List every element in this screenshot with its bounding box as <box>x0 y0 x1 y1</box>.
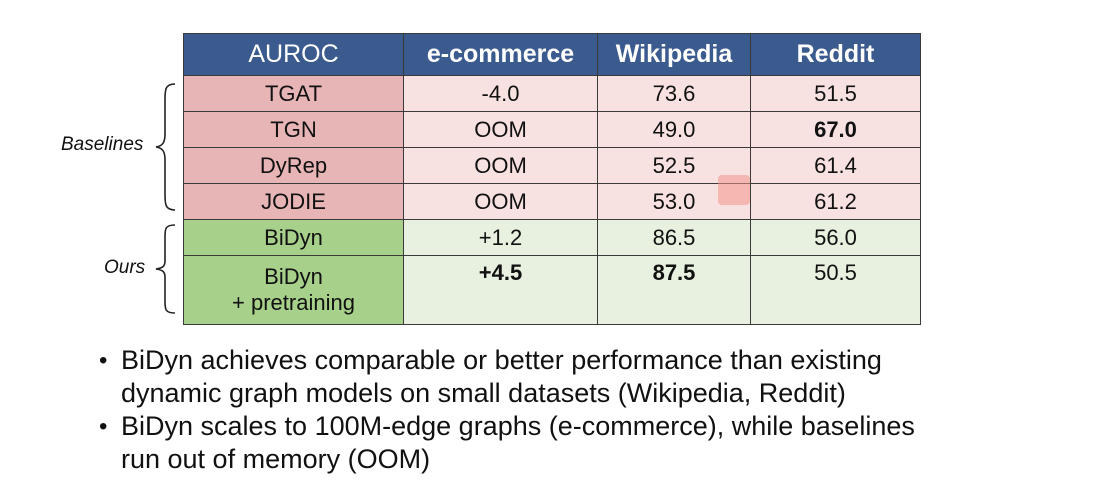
model-name: TGAT <box>183 75 404 112</box>
table-header-row: AUROC e-commerce Wikipedia Reddit <box>183 33 921 76</box>
bullet-line: BiDyn scales to 100M-edge graphs (e-comm… <box>121 411 915 441</box>
bullet-text: BiDyn scales to 100M-edge graphs (e-comm… <box>121 410 915 476</box>
value-ecommerce-best: +4.5 <box>403 255 598 325</box>
bullet-line: dynamic graph models on small datasets (… <box>121 378 846 408</box>
model-name: BiDyn + pretraining <box>183 255 404 325</box>
header-ecommerce: e-commerce <box>403 33 598 76</box>
bullet-dot-icon: • <box>99 347 108 374</box>
value-wikipedia: 52.5 <box>597 147 751 184</box>
bullet-item: • BiDyn achieves comparable or better pe… <box>99 344 1089 410</box>
table-row: DyRep OOM 52.5 61.4 <box>183 147 921 184</box>
value-ecommerce: OOM <box>403 147 598 184</box>
header-reddit: Reddit <box>750 33 921 76</box>
table-row: TGN OOM 49.0 67.0 <box>183 111 921 148</box>
table-row: BiDyn + pretraining +4.5 87.5 50.5 <box>183 255 921 325</box>
value-reddit-best: 67.0 <box>750 111 921 148</box>
model-name-line2: + pretraining <box>232 290 355 315</box>
bullet-dot-icon: • <box>99 413 108 440</box>
header-wikipedia: Wikipedia <box>597 33 751 76</box>
bullet-text: BiDyn achieves comparable or better perf… <box>121 344 882 410</box>
value-reddit: 56.0 <box>750 219 921 256</box>
group-label-ours: Ours <box>104 257 146 278</box>
value-ecommerce: OOM <box>403 183 598 220</box>
search-icon[interactable] <box>718 175 750 205</box>
value-wikipedia: 49.0 <box>597 111 751 148</box>
model-name: DyRep <box>183 147 404 184</box>
model-name-line1: BiDyn <box>264 264 323 289</box>
baselines-brace <box>151 82 181 212</box>
value-ecommerce: +1.2 <box>403 219 598 256</box>
value-reddit: 50.5 <box>750 255 921 325</box>
header-metric: AUROC <box>183 33 404 76</box>
value-wikipedia-best: 87.5 <box>597 255 751 325</box>
value-ecommerce: -4.0 <box>403 75 598 112</box>
value-reddit: 61.4 <box>750 147 921 184</box>
value-wikipedia: 73.6 <box>597 75 751 112</box>
value-wikipedia: 86.5 <box>597 219 751 256</box>
table-row: BiDyn +1.2 86.5 56.0 <box>183 219 921 256</box>
value-reddit: 61.2 <box>750 183 921 220</box>
model-name: JODIE <box>183 183 404 220</box>
group-label-baselines: Baselines <box>61 134 144 155</box>
results-table: AUROC e-commerce Wikipedia Reddit TGAT -… <box>183 33 921 325</box>
model-name: BiDyn <box>183 219 404 256</box>
ours-brace <box>151 223 181 315</box>
bullet-line: run out of memory (OOM) <box>121 444 431 474</box>
table-row: TGAT -4.0 73.6 51.5 <box>183 75 921 112</box>
bullet-list: • BiDyn achieves comparable or better pe… <box>99 344 1089 476</box>
model-name: TGN <box>183 111 404 148</box>
bullet-item: • BiDyn scales to 100M-edge graphs (e-co… <box>99 410 1089 476</box>
bullet-line: BiDyn achieves comparable or better perf… <box>121 345 882 375</box>
value-reddit: 51.5 <box>750 75 921 112</box>
table-row: JODIE OOM 53.0 61.2 <box>183 183 921 220</box>
value-ecommerce: OOM <box>403 111 598 148</box>
